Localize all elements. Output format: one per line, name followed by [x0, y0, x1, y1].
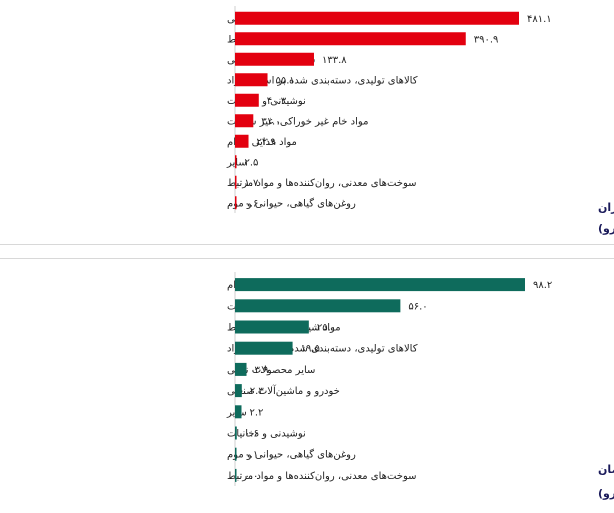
value-label: ۲.۵ [245, 157, 259, 168]
bar [235, 155, 237, 169]
category-label: مواد خام غیر خوراکی، غیر سوخت [227, 116, 368, 127]
value-label: ۴۸۱.۱ [527, 14, 552, 25]
chart-title: صادرات ایران به آلمان [598, 462, 614, 476]
value-label: ۱.۷ [245, 178, 260, 189]
category-label: سوخت‌های معدنی، روان‌کننده‌ها و مواد مرت… [227, 471, 417, 482]
value-label: ۳۱.۰ [261, 116, 280, 127]
chart-germany-to-iran: خودرو و ماشین‌آلات صنعتی۴۸۱.۱مواد شیمیای… [0, 0, 614, 245]
bar [235, 320, 309, 334]
bar [235, 447, 237, 461]
value-label: ۹۸.۲ [533, 280, 552, 291]
bar [235, 426, 237, 440]
bar [235, 134, 249, 148]
value-label: ۵۶.۰ [408, 301, 427, 312]
bar [235, 114, 254, 128]
bar [235, 11, 519, 25]
bar-chart-germany-to-iran: خودرو و ماشین‌آلات صنعتی۴۸۱.۱مواد شیمیای… [226, 6, 614, 235]
category-label: خودرو و ماشین‌آلات صنعتی [227, 384, 340, 397]
value-label: ۰.۰ [245, 471, 259, 482]
bar [235, 196, 237, 210]
bar [235, 52, 314, 66]
bar [235, 73, 268, 87]
category-label: نوشیدنی و دخانیات [227, 429, 306, 440]
bar [235, 175, 237, 189]
chart-title: صادرات آلمان به ایران [598, 200, 614, 214]
bar [235, 32, 466, 46]
bar [235, 362, 247, 376]
value-label: ۲.۳ [250, 386, 265, 397]
value-label: ۰.۶ [245, 429, 259, 440]
category-label: سوخت‌های معدنی، روان‌کننده‌ها و مواد مرت… [227, 178, 417, 189]
category-label: روغن‌های گیاهی، حیوانی و موم [227, 449, 356, 461]
value-label: ۱۳۳.۸ [322, 55, 347, 66]
bar [235, 341, 293, 355]
chart-subtitle: ژانویه تا نوامبر ۲۰۲۴ (میلیون یورو) [598, 487, 614, 500]
bar [235, 405, 242, 419]
value-label: ۰.۱ [245, 450, 259, 461]
value-label: ۰.۶ [245, 198, 259, 209]
value-label: ۳.۹ [255, 365, 269, 376]
value-label: ۱۹.۵ [301, 344, 320, 355]
bar [235, 384, 242, 398]
chart-subtitle: ژانویه تا نوامبر ۲۰۲۴ (میلیون یورو) [598, 222, 614, 235]
category-label: کالاهای تولیدی، دسته‌بندی شده بر اساس مو… [227, 344, 418, 355]
category-label: روغن‌های گیاهی، حیوانی و موم [227, 197, 356, 209]
value-label: ۲۲.۹ [257, 137, 276, 148]
category-label: کالاهای تولیدی، دسته‌بندی شده بر اساس مو… [227, 75, 418, 86]
bar [235, 299, 401, 313]
bar [235, 93, 259, 107]
bar [235, 468, 237, 482]
category-label: مواد غذایی و دام [227, 137, 297, 148]
category-label: نوشیدنی و دخانیات [227, 96, 306, 107]
value-label: ۲.۲ [249, 407, 263, 418]
value-label: ۵۵.۱ [276, 75, 295, 86]
value-label: ۳۹۰.۹ [474, 34, 499, 45]
category-label: سایر محصولات نهایی [227, 365, 315, 376]
bar [235, 278, 525, 292]
value-label: ۲۵.۰ [317, 323, 336, 334]
value-label: ۴۰.۳ [267, 96, 287, 107]
